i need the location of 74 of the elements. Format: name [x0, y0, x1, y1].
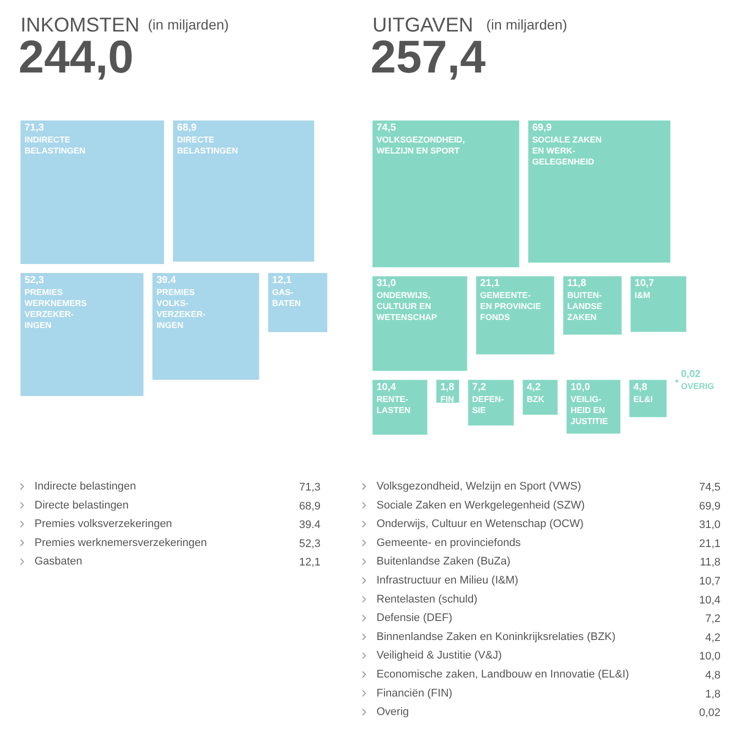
category-label: Buitenlandse Zaken (BuZa) [376, 556, 510, 568]
data-label: 1,8 [440, 382, 455, 393]
data-label: 31,0 [699, 519, 721, 532]
data-label: 31,0 [376, 278, 396, 290]
category-label: BZK [526, 394, 546, 404]
data-label: 11,8 [700, 556, 720, 569]
data-label: 10,7 [699, 576, 721, 588]
category-label: DEFEN- SIE [472, 394, 504, 415]
category-label: Volksgezondheid, Welzijn en Sport (VWS) [376, 480, 582, 492]
data-label: 10,0 [699, 650, 721, 663]
data-label: 10,0 [570, 382, 590, 393]
data-label: 69,9 [532, 122, 552, 134]
data-label: 7,2 [705, 613, 721, 626]
category-label: Sociale Zaken en Werkgelegenheid (SZW) [376, 499, 585, 512]
data-label: 74,5 [699, 482, 721, 494]
category-label: GAS- BATEN [272, 287, 301, 308]
category-label: FIN [440, 394, 454, 404]
category-label: Premies werknemersverzekeringen [34, 536, 207, 549]
data-label: 10,4 [376, 382, 396, 393]
category-label: Premies volksverzekeringen [34, 518, 172, 530]
data-label: 68,9 [299, 500, 321, 512]
data-label: 1,8 [705, 688, 721, 700]
data-label: 10,4 [699, 594, 721, 606]
text: (in miljarden) [486, 16, 568, 32]
category-label: VOLKSGEZONDHEID, WELZIJN EN SPORT [376, 134, 465, 156]
category-label: INDIRECTE BELASTINGEN [24, 134, 86, 156]
data-label: 4,8 [633, 382, 648, 393]
data-label: 69,9 [699, 500, 721, 512]
data-label: 21,1 [699, 538, 721, 550]
category-label: SOCIALE ZAKEN EN WERK- GELEGENHEID [532, 134, 602, 166]
category-label: ONDERWIJS, CULTUUR EN WETENSCHAP [376, 290, 438, 322]
category-label: Defensie (DEF) [376, 612, 452, 624]
data-label: 0,02 [680, 368, 701, 380]
category-label: Infrastructuur en Milieu (I&M) [376, 574, 518, 586]
category-label: GEMEENTE- EN PROVINCIE FONDS [480, 290, 542, 322]
category-label: Financiën (FIN) [376, 687, 452, 700]
data-label: 21,1 [480, 278, 500, 290]
data-label: 0,02 [699, 707, 721, 720]
data-label: 10,7 [634, 278, 655, 290]
category-label: Onderwijs, Cultuur en Wetenschap (OCW) [376, 518, 584, 530]
category-label: OVERIG [680, 380, 714, 391]
category-label: VEILIG- HEID EN JUSTITIE [570, 394, 608, 426]
category-label: Binnenlandse Zaken en Koninkrijksrelaties (BZK) [376, 630, 616, 643]
category-label: DIRECTE BELASTINGEN [177, 134, 238, 156]
category-label: Rentelasten (schuld) [376, 593, 478, 606]
data-label: 4,8 [705, 670, 721, 682]
category-label: Gemeente- en provinciefonds [376, 536, 522, 549]
data-label: 74,5 [376, 122, 396, 134]
data-label: 12,1 [299, 556, 321, 569]
data-label: 71,3 [24, 122, 44, 134]
category-label: BUITEN- LANDSE ZAKEN [567, 290, 603, 322]
category-label: PREMIES WERKNEMERS VERZEKER- INGEN [24, 287, 88, 330]
data-label: 52,3 [299, 538, 321, 550]
category-label: EL&I [633, 394, 653, 404]
data-label: 39.4 [156, 275, 176, 286]
category-label: Gasbaten [34, 556, 82, 568]
category-label: RENTE- LASTEN [376, 394, 410, 415]
category-label: Overig [376, 706, 409, 718]
category-label: Economische zaken, Landbouw en Innovatie (EL&I) [376, 668, 630, 680]
category-label: Directe belastingen [34, 499, 129, 512]
data-label: 4,2 [705, 632, 721, 644]
data-label: 68,9 [177, 122, 197, 134]
data-label: 4,2 [526, 382, 542, 393]
data-label: 11,8 [567, 278, 587, 290]
data-label: 12,1 [272, 275, 292, 286]
data-label: 7,2 [472, 382, 486, 393]
category-label: Veiligheid & Justitie (V&J) [376, 650, 502, 662]
data-label: 71,3 [299, 482, 321, 494]
data-label: 52,3 [24, 275, 44, 286]
category-label: I&M [634, 290, 650, 300]
text: (in miljarden) [148, 16, 229, 32]
category-label: Indirecte belastingen [34, 480, 136, 492]
data-label: 39.4 [299, 519, 321, 532]
category-label: PREMIES VOLKS- VERZEKER- INGEN [156, 287, 206, 330]
